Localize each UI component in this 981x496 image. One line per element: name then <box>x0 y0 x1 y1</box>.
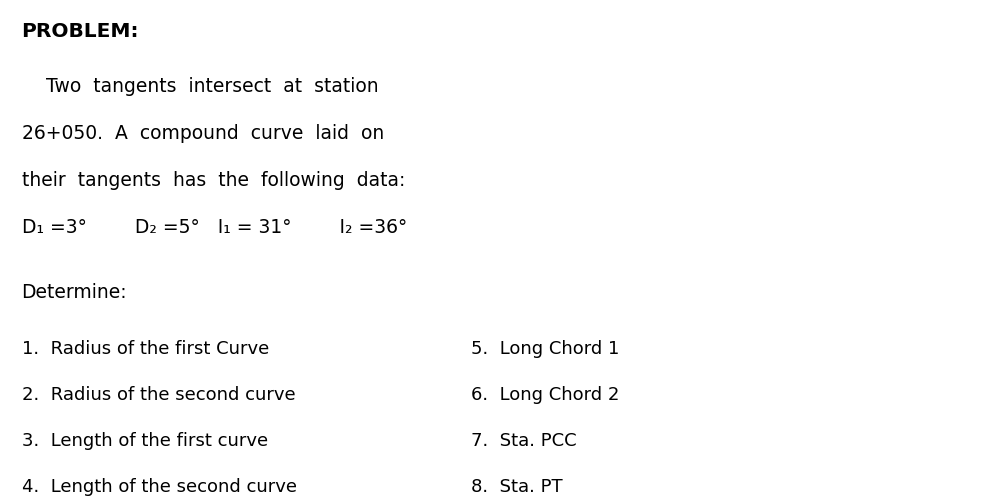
Text: 3.  Length of the first curve: 3. Length of the first curve <box>22 432 268 450</box>
Text: their  tangents  has  the  following  data:: their tangents has the following data: <box>22 171 405 190</box>
Text: PROBLEM:: PROBLEM: <box>22 22 139 41</box>
Text: 6.  Long Chord 2: 6. Long Chord 2 <box>471 386 619 404</box>
Text: 7.  Sta. PCC: 7. Sta. PCC <box>471 432 577 450</box>
Text: D₁ =3°        D₂ =5°   I₁ = 31°        I₂ =36°: D₁ =3° D₂ =5° I₁ = 31° I₂ =36° <box>22 218 407 237</box>
Text: 5.  Long Chord 1: 5. Long Chord 1 <box>471 340 619 358</box>
Text: 26+050.  A  compound  curve  laid  on: 26+050. A compound curve laid on <box>22 124 384 143</box>
Text: Determine:: Determine: <box>22 283 128 302</box>
Text: 2.  Radius of the second curve: 2. Radius of the second curve <box>22 386 295 404</box>
Text: Two  tangents  intersect  at  station: Two tangents intersect at station <box>22 77 379 96</box>
Text: 1.  Radius of the first Curve: 1. Radius of the first Curve <box>22 340 269 358</box>
Text: 4.  Length of the second curve: 4. Length of the second curve <box>22 478 296 496</box>
Text: 8.  Sta. PT: 8. Sta. PT <box>471 478 562 496</box>
